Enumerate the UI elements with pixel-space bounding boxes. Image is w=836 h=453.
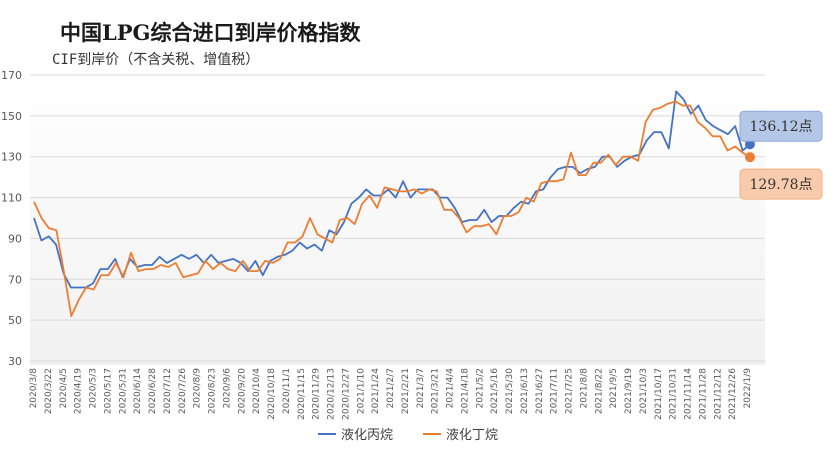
x-tick-label: 2020/3/8 [29,368,39,409]
x-tick-label: 2020/4/5 [59,368,69,408]
x-tick-label: 2021/7/11 [550,368,560,414]
y-tick-label: 130 [1,151,22,164]
x-tick-label: 2020/11/1 [282,368,292,414]
x-tick-label: 2021/8/8 [579,368,589,409]
x-tick-label: 2021/11/14 [684,368,694,420]
x-tick-label: 2020/11/15 [297,368,307,420]
x-tick-label: 2021/5/16 [490,368,500,414]
grid-lines [30,74,765,362]
x-tick-label: 2020/8/9 [193,368,203,409]
x-tick-label: 2020/11/29 [312,368,322,420]
x-tick-label: 2020/12/27 [341,368,351,420]
chart-subtitle: CIF到岸价（不含关税、增值税） [52,52,259,68]
plot-background [30,75,765,365]
x-tick-label: 2020/3/22 [44,368,54,414]
x-tick-label: 2020/6/28 [148,368,158,414]
x-tick-label: 2021/3/21 [431,368,441,414]
end-callout-box-1 [739,168,823,200]
x-tick-label: 2021/9/19 [624,368,634,414]
x-tick-label: 2020/5/3 [89,368,99,408]
chart-title: 中国LPG综合进口到岸价格指数 [60,20,361,45]
x-tick-label: 2020/6/14 [133,368,143,414]
y-tick-label: 90 [8,232,22,245]
series-lines [33,90,751,318]
x-tick-label: 2021/5/30 [505,368,515,414]
x-tick-label: 2021/6/27 [535,368,545,414]
y-tick-label: 50 [8,314,22,327]
x-tick-label: 2020/7/12 [163,368,173,414]
legend-label-0: 液化丙烷 [341,428,393,443]
y-tick-label: 110 [1,192,22,205]
legend-label-1: 液化丁烷 [446,428,498,443]
x-tick-label: 2020/10/18 [267,368,277,420]
x-tick-label: 2020/9/6 [222,368,232,409]
x-tick-label: 2021/3/7 [416,368,426,408]
x-tick-label: 2021/5/2 [475,368,485,408]
x-tick-label: 2020/5/17 [103,368,113,414]
x-tick-label: 2021/10/3 [639,368,649,414]
x-tick-label: 2021/12/26 [728,368,738,420]
x-tick-label: 2021/1/10 [356,368,366,414]
y-axis-ticks: 30 50 70 90 110 130 150 170 [1,69,22,368]
end-value-label-0: 136.12点 [750,119,813,135]
x-tick-label: 2022/1/9 [743,368,753,409]
x-tick-label: 2021/10/31 [669,368,679,420]
x-tick-label: 2021/1/24 [371,368,381,414]
x-tick-label: 2021/8/22 [594,368,604,414]
y-tick-label: 150 [1,110,22,123]
x-tick-label: 2021/4/4 [446,368,456,409]
end-callout-box-0 [739,110,823,142]
x-tick-label: 2020/8/23 [208,368,218,414]
end-marker-1 [745,152,755,163]
x-tick-label: 2021/2/7 [386,368,396,408]
y-tick-label: 30 [8,355,22,368]
x-tick-label: 2020/7/26 [178,368,188,414]
y-tick-label: 170 [1,69,22,82]
x-tick-label: 2021/10/17 [654,368,664,420]
legend: 液化丙烷 液化丁烷 [318,428,498,443]
x-tick-label: 2021/2/21 [401,368,411,414]
x-tick-label: 2020/4/19 [74,368,84,414]
x-tick-label: 2020/9/20 [237,368,247,414]
x-axis-ticks: 2020/3/8 2020/3/22 2020/4/5 2020/4/19 2020/5… [29,368,753,420]
x-tick-label: 2021/7/25 [565,368,575,414]
x-tick-label: 2020/10/4 [252,368,262,414]
x-tick-label: 2021/12/12 [713,368,723,420]
y-tick-label: 70 [8,273,22,286]
end-value-callouts: 136.12点 129.78点 [739,110,823,200]
x-tick-label: 2021/6/13 [520,368,530,414]
x-tick-label: 2020/12/13 [327,368,337,420]
x-tick-label: 2021/11/28 [698,368,708,420]
end-value-label-1: 129.78点 [750,177,813,193]
series-line-1 [33,100,751,318]
x-tick-label: 2021/9/5 [609,368,619,408]
x-tick-label: 2020/5/31 [118,368,128,414]
x-tick-label: 2021/4/18 [460,368,470,414]
